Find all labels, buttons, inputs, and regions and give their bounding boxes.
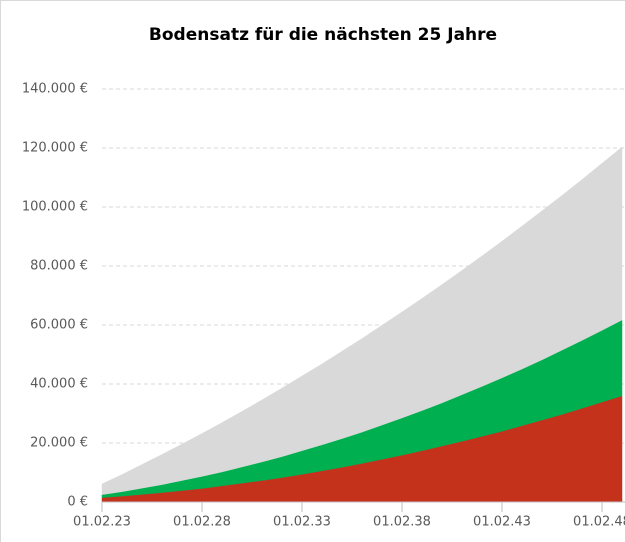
area [101, 146, 623, 495]
x-tick-label: 01.02.48 [573, 515, 625, 530]
y-tick-label: 20.000 € [30, 436, 88, 451]
x-tick-label: 01.02.43 [473, 515, 531, 530]
y-tick-label: 140.000 € [22, 82, 88, 97]
x-tick-label: 01.02.23 [73, 515, 131, 530]
chart-title: Bodensatz für die nächsten 25 Jahre [149, 25, 497, 45]
y-tick-label: 80.000 € [30, 259, 88, 274]
x-tick-label: 01.02.33 [273, 515, 331, 530]
y-tick-label: 40.000 € [30, 377, 88, 392]
x-tick-label: 01.02.28 [173, 515, 231, 530]
x-tick-label: 01.02.38 [373, 515, 431, 530]
y-tick-label: 0 € [67, 495, 88, 510]
axes: 0 € 20.000 € 40.000 € 60.000 € 80.000 € 100.0… [22, 82, 625, 530]
y-tick-label: 100.000 € [22, 200, 88, 215]
y-tick-label: 60.000 € [30, 318, 88, 333]
y-tick-label: 120.000 € [22, 141, 88, 156]
areas [101, 146, 623, 503]
